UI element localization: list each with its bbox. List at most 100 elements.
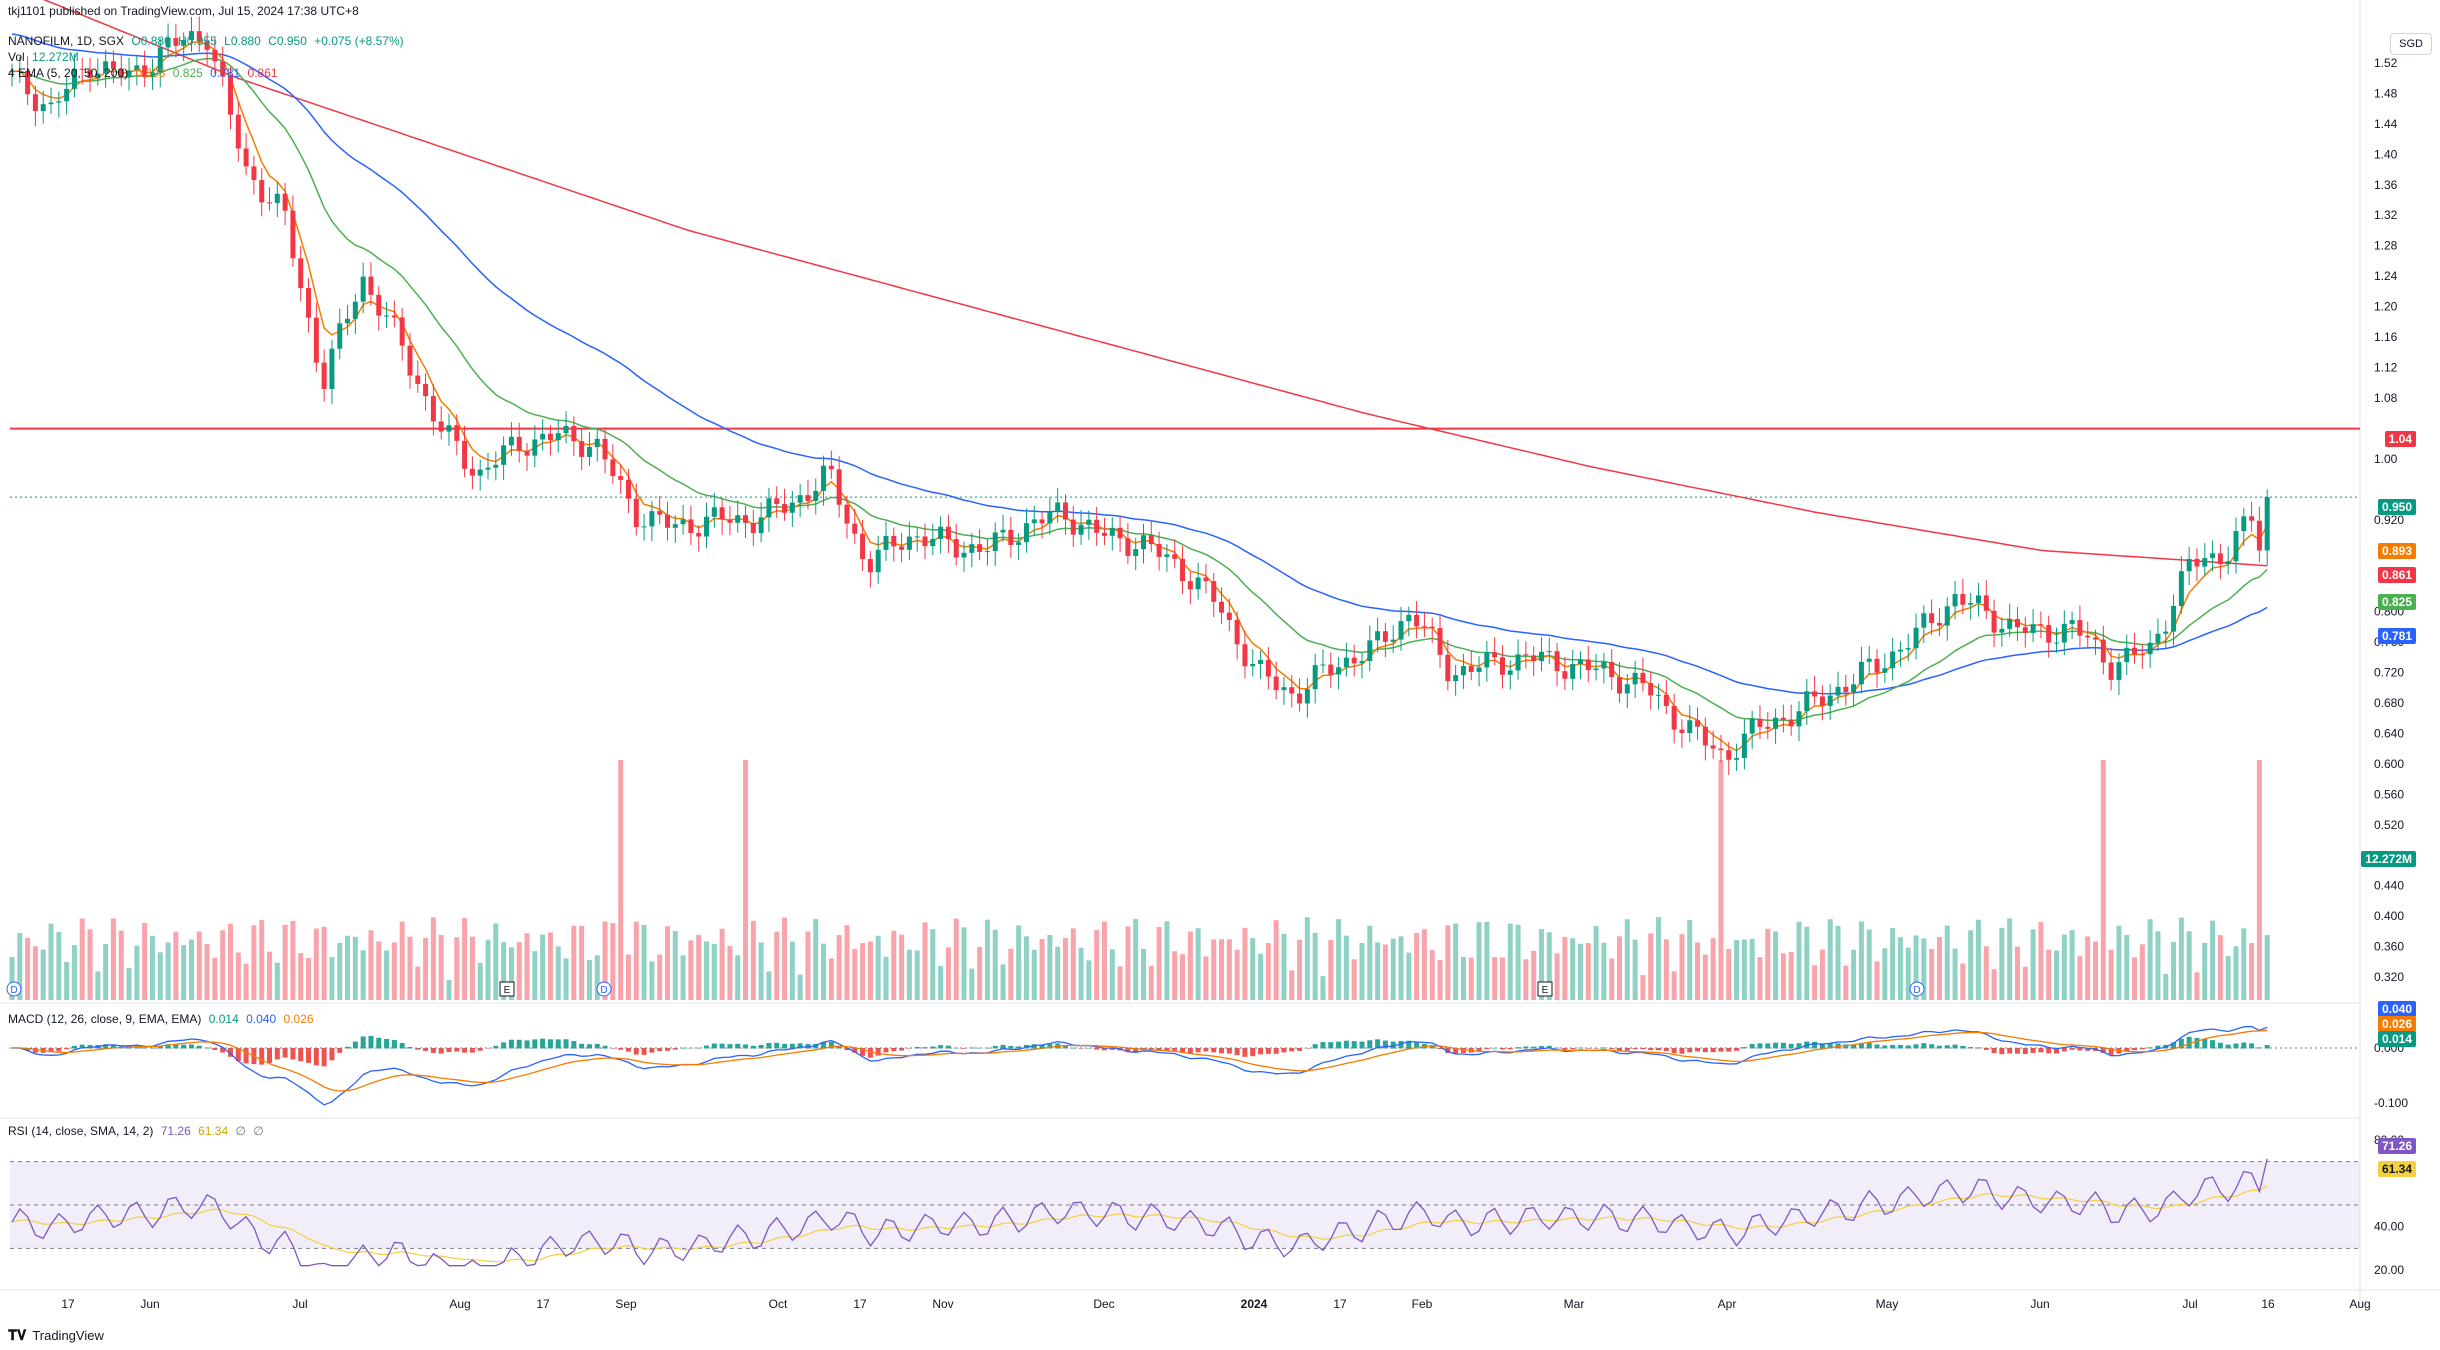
volume-bar bbox=[1390, 938, 1396, 1000]
price-tick-label: 0.720 bbox=[2374, 665, 2404, 679]
volume-bar bbox=[438, 934, 444, 1000]
candle-body bbox=[298, 258, 304, 289]
macd-histogram-bar bbox=[204, 1047, 210, 1049]
macd-histogram-bar bbox=[2249, 1043, 2255, 1049]
candle-body bbox=[1062, 502, 1068, 520]
volume-bar bbox=[508, 947, 514, 1000]
macd-histogram-bar bbox=[469, 1048, 475, 1053]
macd-histogram-bar bbox=[750, 1045, 756, 1049]
price-tick-label: 0.680 bbox=[2374, 696, 2404, 710]
rsi-line: RSI (14, close, SMA, 14, 2) 71.26 61.34 … bbox=[8, 1124, 268, 1138]
candle-body bbox=[805, 495, 811, 501]
candle-body bbox=[235, 114, 241, 149]
candle-body bbox=[2256, 520, 2262, 551]
macd-histogram-bar bbox=[1679, 1048, 1685, 1054]
candle-body bbox=[688, 519, 694, 533]
ohlc-low: L0.880 bbox=[224, 34, 261, 48]
candle-body bbox=[438, 421, 444, 432]
volume-bar bbox=[501, 942, 507, 1000]
ema20-value: 0.825 bbox=[172, 66, 203, 80]
macd-histogram-bar bbox=[1734, 1048, 1740, 1051]
volume-bar bbox=[25, 938, 31, 1000]
volume-bar bbox=[1328, 939, 1334, 1000]
volume-bar bbox=[1429, 950, 1435, 1000]
candle-body bbox=[1944, 606, 1950, 626]
volume-bar bbox=[1304, 917, 1310, 1000]
volume-bar bbox=[1023, 936, 1029, 1000]
volume-bar bbox=[1499, 957, 1505, 1000]
volume-bar bbox=[1710, 938, 1716, 1000]
candle-body bbox=[1531, 655, 1537, 662]
candle-body bbox=[493, 464, 499, 468]
macd-histogram-bar bbox=[727, 1044, 733, 1049]
dividend-marker bbox=[596, 981, 612, 997]
candle-body bbox=[1913, 627, 1919, 649]
candle-body bbox=[547, 433, 553, 441]
volume-bar bbox=[906, 949, 912, 1000]
volume-bar bbox=[579, 925, 585, 1000]
candle-body bbox=[1827, 695, 1833, 706]
volume-bar bbox=[602, 921, 608, 1000]
candle-body bbox=[1624, 684, 1630, 694]
candle-body bbox=[126, 70, 132, 78]
volume-bar bbox=[1133, 919, 1139, 1000]
macd-histogram-bar bbox=[1289, 1048, 1295, 1052]
candle-body bbox=[1905, 648, 1911, 650]
volume-bar bbox=[1375, 942, 1381, 1000]
candle-body bbox=[1476, 667, 1482, 672]
candle-body bbox=[992, 532, 998, 552]
candle-body bbox=[719, 507, 725, 520]
candle-body bbox=[306, 288, 312, 318]
macd-histogram-bar bbox=[1172, 1048, 1178, 1051]
candle-body bbox=[1016, 542, 1022, 545]
time-tick-label: Nov bbox=[932, 1297, 953, 1311]
macd-histogram-bar bbox=[1406, 1040, 1412, 1049]
macd-histogram-bar bbox=[711, 1043, 717, 1049]
volume-bar bbox=[1874, 961, 1880, 1000]
candle-body bbox=[2241, 516, 2247, 532]
macd-histogram-bar bbox=[1874, 1044, 1880, 1049]
candle-body bbox=[313, 317, 319, 363]
volume-bar bbox=[1866, 929, 1872, 1000]
volume-bar bbox=[1726, 948, 1732, 1000]
candle-body bbox=[1499, 657, 1505, 675]
candle-body bbox=[1226, 612, 1232, 620]
volume-bar bbox=[1507, 923, 1513, 1000]
volume-bar bbox=[415, 966, 421, 1000]
volume-bar bbox=[2194, 972, 2200, 1000]
macd-histogram-bar bbox=[2256, 1047, 2262, 1049]
macd-histogram-bar bbox=[2139, 1048, 2145, 1050]
macd-histogram-bar bbox=[345, 1046, 351, 1049]
candle-body bbox=[945, 526, 951, 540]
currency-button[interactable]: SGD bbox=[2390, 33, 2432, 55]
candle-body bbox=[906, 536, 912, 550]
candle-body bbox=[1156, 544, 1162, 557]
candle-body bbox=[1515, 654, 1521, 671]
volume-bar bbox=[212, 957, 218, 1000]
macd-histogram-bar bbox=[1944, 1045, 1950, 1049]
candle-body bbox=[321, 362, 327, 389]
volume-bar bbox=[1648, 933, 1654, 1000]
candle-body bbox=[17, 70, 23, 72]
tag-resistance: 1.04 bbox=[2384, 431, 2416, 447]
macd-histogram-bar bbox=[984, 1047, 990, 1049]
macd-histogram-bar bbox=[1897, 1044, 1903, 1049]
volume-bar bbox=[235, 952, 241, 1000]
ema200-line bbox=[42, 0, 2268, 567]
volume-bar bbox=[1250, 938, 1256, 1000]
volume-bar bbox=[56, 931, 62, 1000]
candle-body bbox=[1187, 581, 1193, 590]
volume-bar bbox=[2147, 919, 2153, 1000]
candle-body bbox=[1695, 720, 1701, 727]
volume-bar bbox=[1804, 926, 1810, 1000]
volume-bar bbox=[1773, 931, 1779, 1000]
candle-body bbox=[1242, 644, 1248, 667]
candle-body bbox=[696, 532, 702, 537]
ema50-value: 0.781 bbox=[210, 66, 241, 80]
volume-bar bbox=[2061, 934, 2067, 1000]
volume-bar bbox=[1632, 939, 1638, 1000]
candle-body bbox=[2014, 619, 2020, 628]
volume-bar bbox=[165, 942, 171, 1000]
candle-body bbox=[1866, 658, 1872, 662]
